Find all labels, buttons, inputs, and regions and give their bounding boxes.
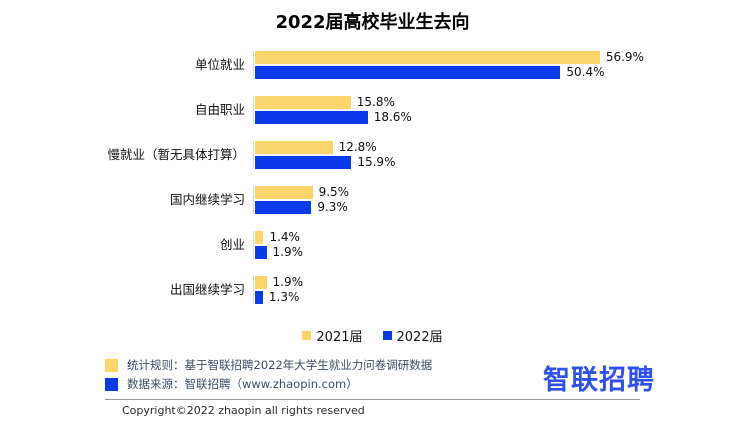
bar-group: 56.9% 50.4% — [253, 50, 705, 79]
value-label: 1.4% — [269, 230, 300, 244]
bar-segment-2022届 — [255, 290, 263, 304]
category-label: 创业 — [219, 236, 245, 252]
chart-row: 慢就业（暂无具体打算） 12.8% 15.9% — [8, 132, 705, 177]
category-label: 慢就业（暂无具体打算） — [107, 146, 245, 162]
bar-line: 56.9% — [255, 50, 705, 64]
bar-segment-2022届 — [255, 200, 312, 214]
bar-group: 1.9% 1.3% — [253, 275, 705, 304]
value-label: 9.5% — [318, 185, 350, 199]
footnote-line: 统计规则：基于智联招聘2022年大学生就业力问卷调研数据 — [105, 356, 432, 375]
value-label: 15.8% — [356, 95, 395, 109]
bar-group: 9.5% 9.3% — [253, 185, 705, 214]
footer-divider — [105, 399, 640, 400]
bar-group: 15.8% 18.6% — [253, 95, 705, 124]
bar-segment-2022届 — [255, 155, 352, 169]
copyright-text: Copyright©2022 zhaopin all rights reserv… — [122, 404, 365, 417]
bar-line: 1.9% — [255, 275, 705, 289]
bar-segment-2021届 — [255, 275, 267, 289]
chart-row: 自由职业 15.8% 18.6% — [8, 87, 705, 132]
bar-segment-2021届 — [255, 50, 600, 64]
legend-label: 2022届 — [396, 330, 443, 345]
footnote-text: 数据来源：智联招聘（www.zhaopin.com） — [127, 376, 358, 391]
bar-segment-2021届 — [255, 140, 333, 154]
bar-line: 9.5% — [255, 185, 705, 199]
bar-group: 1.4% 1.9% — [253, 230, 705, 259]
bar-line: 15.8% — [255, 95, 705, 109]
bar-line: 18.6% — [255, 110, 705, 124]
footnotes: 统计规则：基于智联招聘2022年大学生就业力问卷调研数据 数据来源：智联招聘（ww… — [105, 356, 432, 394]
chart-row: 国内继续学习 9.5% 9.3% — [8, 177, 705, 222]
zhaopin-logo: 智联招聘 — [543, 358, 655, 397]
bar-line: 1.3% — [255, 290, 705, 304]
category-label: 单位就业 — [194, 56, 245, 72]
bar-line: 12.8% — [255, 140, 705, 154]
value-label: 9.3% — [317, 200, 348, 214]
legend-item-2022届: 2022届 — [382, 326, 443, 345]
value-label: 56.9% — [605, 50, 644, 64]
value-label: 12.8% — [338, 140, 377, 154]
footnote-swatch — [105, 378, 118, 391]
footnote-text: 统计规则：基于智联招聘2022年大学生就业力问卷调研数据 — [127, 357, 433, 372]
chart-legend: 2021届 2022届 — [0, 326, 745, 345]
bar-segment-2021届 — [255, 185, 313, 199]
legend-item-2021届: 2021届 — [302, 326, 363, 345]
value-label: 1.9% — [272, 275, 304, 289]
chart-row: 创业 1.4% 1.9% — [8, 222, 705, 267]
value-label: 1.3% — [268, 290, 300, 304]
bar-line: 50.4% — [255, 65, 705, 79]
chart-row: 单位就业 56.9% 50.4% — [8, 42, 705, 87]
bar-line: 15.9% — [255, 155, 705, 169]
chart-row: 出国继续学习 1.9% 1.3% — [8, 267, 705, 312]
category-label: 自由职业 — [194, 101, 245, 117]
legend-swatch — [382, 331, 392, 340]
category-label: 国内继续学习 — [169, 191, 245, 207]
bar-line: 9.3% — [255, 200, 705, 214]
bar-segment-2021届 — [255, 230, 264, 244]
footnote-line: 数据来源：智联招聘（www.zhaopin.com） — [105, 375, 432, 394]
category-label: 出国继续学习 — [169, 281, 245, 297]
value-label: 18.6% — [373, 110, 412, 124]
value-label: 1.9% — [272, 245, 304, 259]
bar-line: 1.4% — [255, 230, 705, 244]
bar-line: 1.9% — [255, 245, 705, 259]
bar-segment-2022届 — [255, 65, 561, 79]
bar-segment-2022届 — [255, 245, 267, 259]
footnote-swatch — [105, 359, 118, 372]
logo-text: 智联招聘 — [543, 365, 655, 396]
value-label: 50.4% — [566, 65, 605, 79]
legend-swatch — [302, 331, 312, 340]
bar-group: 12.8% 15.9% — [253, 140, 705, 169]
chart-title: 2022届高校毕业生去向 — [275, 12, 470, 33]
legend-label: 2021届 — [316, 330, 363, 345]
value-label: 15.9% — [357, 155, 396, 169]
bar-segment-2021届 — [255, 95, 351, 109]
bar-chart: 单位就业 56.9% 50.4% 自由职业 15.8% 18.6% 慢就业（暂无具体打算） 1… — [8, 42, 705, 312]
bar-segment-2022届 — [255, 110, 368, 124]
